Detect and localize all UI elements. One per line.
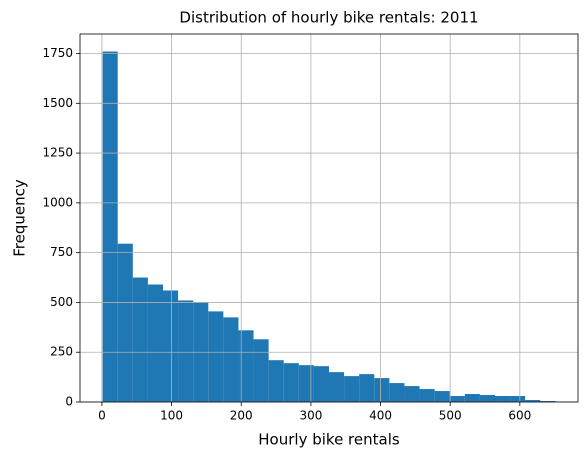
- x-tick-label: 600: [508, 409, 531, 423]
- y-tick-label: 1750: [42, 46, 73, 60]
- bar: [329, 372, 345, 402]
- bar: [540, 401, 556, 402]
- bar: [404, 386, 420, 402]
- bar: [389, 383, 405, 402]
- y-tick-label: 1250: [42, 146, 73, 160]
- y-tick-label: 750: [50, 245, 73, 259]
- bar: [359, 374, 375, 402]
- bar: [117, 243, 133, 402]
- bar: [374, 378, 390, 402]
- bar: [208, 311, 224, 402]
- bar: [525, 400, 541, 402]
- y-tick-label: 1500: [42, 96, 73, 110]
- bar: [268, 360, 284, 402]
- bar: [147, 284, 164, 402]
- x-axis-label: Hourly bike rentals: [258, 431, 400, 449]
- bar: [464, 394, 480, 402]
- bar: [253, 339, 269, 402]
- y-tick-label: 1000: [42, 195, 73, 209]
- x-tick-label: 100: [160, 409, 183, 423]
- bar: [419, 389, 435, 402]
- y-tick-label: 0: [65, 395, 73, 409]
- bar: [298, 365, 314, 402]
- bar: [449, 396, 465, 402]
- chart-title: Distribution of hourly bike rentals: 201…: [179, 9, 478, 27]
- bar: [344, 376, 360, 402]
- y-tick-label: 250: [50, 345, 73, 359]
- y-tick-label: 500: [50, 295, 73, 309]
- x-tick-label: 200: [230, 409, 253, 423]
- bar: [494, 396, 511, 402]
- bar: [510, 396, 526, 402]
- bar: [178, 300, 194, 402]
- bar: [238, 330, 254, 402]
- bar: [163, 290, 179, 402]
- x-tick-label: 500: [439, 409, 462, 423]
- x-tick-label: 300: [299, 409, 322, 423]
- bar: [313, 366, 329, 402]
- bar: [283, 363, 299, 402]
- bar: [434, 391, 450, 402]
- bar: [479, 395, 495, 402]
- x-tick-label: 400: [369, 409, 392, 423]
- bar: [102, 51, 118, 403]
- y-axis-label: Frequency: [11, 179, 29, 257]
- plot-frame: [79, 33, 579, 403]
- bar: [223, 317, 239, 402]
- x-tick-label: 0: [98, 409, 106, 423]
- bar: [132, 277, 148, 402]
